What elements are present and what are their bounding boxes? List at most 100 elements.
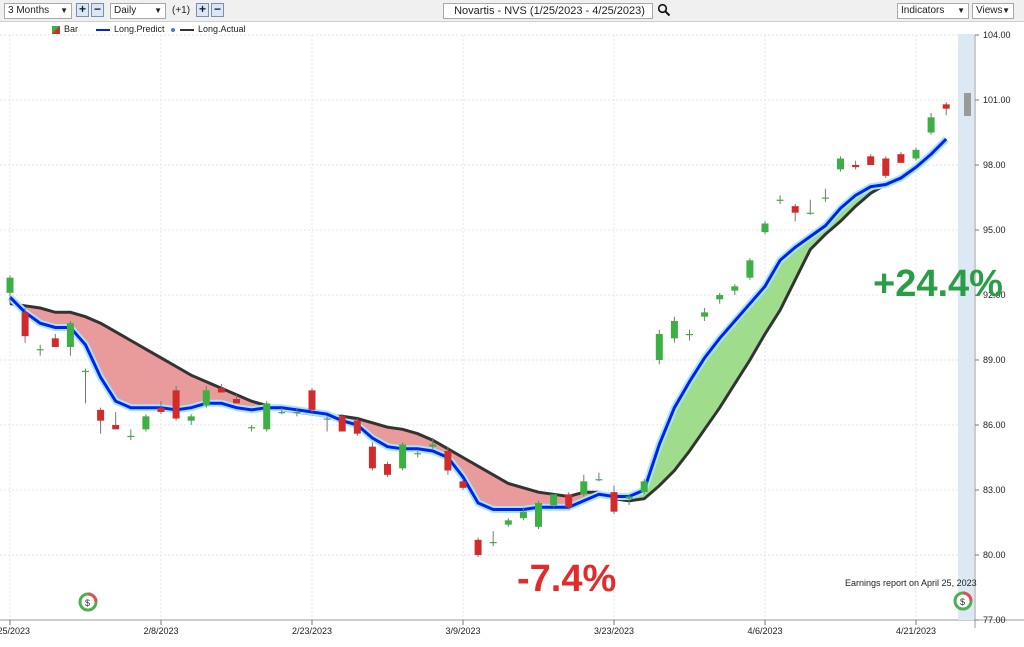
predict-legend-swatch (96, 29, 110, 31)
candle (897, 152, 905, 163)
period-select[interactable]: 3 Months ▼ (4, 3, 72, 19)
candle-body (66, 323, 74, 347)
dividend-icon[interactable]: $ (78, 592, 98, 612)
candle-body (414, 453, 422, 455)
candle-body (942, 104, 950, 109)
chart-grid (0, 34, 1024, 628)
latest-bar-highlight (958, 34, 974, 620)
candle-body (912, 149, 920, 159)
y-tick-label: 86.00 (983, 420, 1006, 430)
candle (640, 479, 648, 495)
candle-body (399, 444, 407, 469)
x-tick-label: 2/23/2023 (292, 626, 332, 636)
candle-body (852, 165, 860, 168)
candle-body (293, 412, 301, 414)
candle-body (338, 416, 346, 432)
x-tick-label: 2/8/2023 (143, 626, 178, 636)
candle-body (112, 425, 120, 430)
candle-body (172, 390, 180, 419)
candle (353, 418, 361, 436)
candle-body (504, 520, 512, 525)
candle-body (731, 286, 739, 291)
candle (248, 425, 256, 432)
candle (127, 429, 135, 441)
candle-body (308, 390, 316, 410)
svg-text:$: $ (85, 598, 90, 608)
candle (489, 531, 497, 547)
candle (399, 442, 407, 471)
candle-body (97, 409, 105, 421)
bar-legend-label: Bar (64, 24, 79, 34)
candle-body (127, 435, 135, 438)
search-icon[interactable] (657, 3, 671, 20)
down-percent-label: -7.4% (517, 558, 616, 600)
interval-select[interactable]: Daily ▼ (110, 3, 166, 19)
candle-body (263, 403, 271, 430)
candle (565, 492, 573, 510)
plus-icon[interactable]: + (76, 3, 89, 17)
predict-line (8, 137, 948, 511)
y-tick-label: 80.00 (983, 550, 1006, 560)
plus-icon[interactable]: + (196, 3, 209, 17)
last-price-marker (964, 93, 971, 116)
candle-body (806, 212, 814, 214)
candle (66, 321, 74, 356)
candle (927, 113, 935, 135)
candle-body (595, 479, 603, 481)
actual-legend-label: Long.Actual (198, 24, 246, 34)
candle-body (655, 334, 663, 360)
candle (157, 401, 165, 415)
candle (263, 401, 271, 432)
candle-body (82, 370, 89, 373)
candle (474, 537, 482, 558)
info-icon[interactable] (171, 28, 175, 32)
candle-body (565, 494, 573, 508)
y-axis: 104.00 101.00 98.00 95.00 92.00 89.00 86.00 83.… (975, 30, 1011, 625)
candle (36, 344, 44, 356)
candle (368, 442, 376, 471)
svg-text:$: $ (960, 597, 965, 607)
candle-body (278, 412, 286, 414)
candle (655, 329, 663, 365)
candle-body (21, 312, 29, 337)
earnings-note: Earnings report on April 25, 2023 (845, 578, 977, 588)
candle-body (791, 206, 799, 213)
views-select[interactable]: Views ▼ (972, 3, 1014, 19)
candle (942, 102, 950, 116)
symbol-title: Novartis - NVS (1/25/2023 - 4/25/2023) (454, 5, 645, 17)
x-tick-label: 4/21/2023 (896, 626, 936, 636)
candle-body (686, 334, 693, 336)
candle (444, 446, 452, 475)
candle (187, 414, 195, 425)
candle-body (897, 154, 905, 163)
candle-body (459, 481, 467, 488)
candle-body (882, 158, 890, 176)
candle (776, 195, 784, 204)
minus-icon[interactable]: − (91, 3, 104, 17)
candle (519, 507, 527, 521)
price-chart[interactable]: 104.00 101.00 98.00 95.00 92.00 89.00 86.00 83.… (0, 22, 1024, 647)
candle-body (610, 492, 618, 512)
candle (882, 156, 890, 178)
candle-body (202, 390, 210, 406)
candles (6, 102, 950, 558)
candle (867, 154, 875, 165)
predict-legend-label: Long.Predict (114, 24, 165, 34)
candle (806, 199, 814, 215)
candle-body (233, 399, 240, 404)
candle (791, 204, 799, 222)
candle (535, 500, 542, 529)
indicators-select[interactable]: Indicators ▼ (897, 3, 969, 19)
chevron-down-icon: ▼ (60, 6, 68, 15)
candle (414, 451, 422, 458)
candle (504, 518, 512, 527)
candle (202, 386, 210, 408)
candle-body (429, 444, 437, 447)
candle (82, 368, 89, 404)
actual-legend-swatch (180, 29, 194, 31)
minus-icon[interactable]: − (211, 3, 224, 17)
y-tick-label: 104.00 (983, 30, 1011, 40)
candle-body (625, 496, 633, 499)
symbol-title-field[interactable]: Novartis - NVS (1/25/2023 - 4/25/2023) (443, 3, 653, 19)
dividend-icon[interactable]: $ (953, 591, 973, 611)
